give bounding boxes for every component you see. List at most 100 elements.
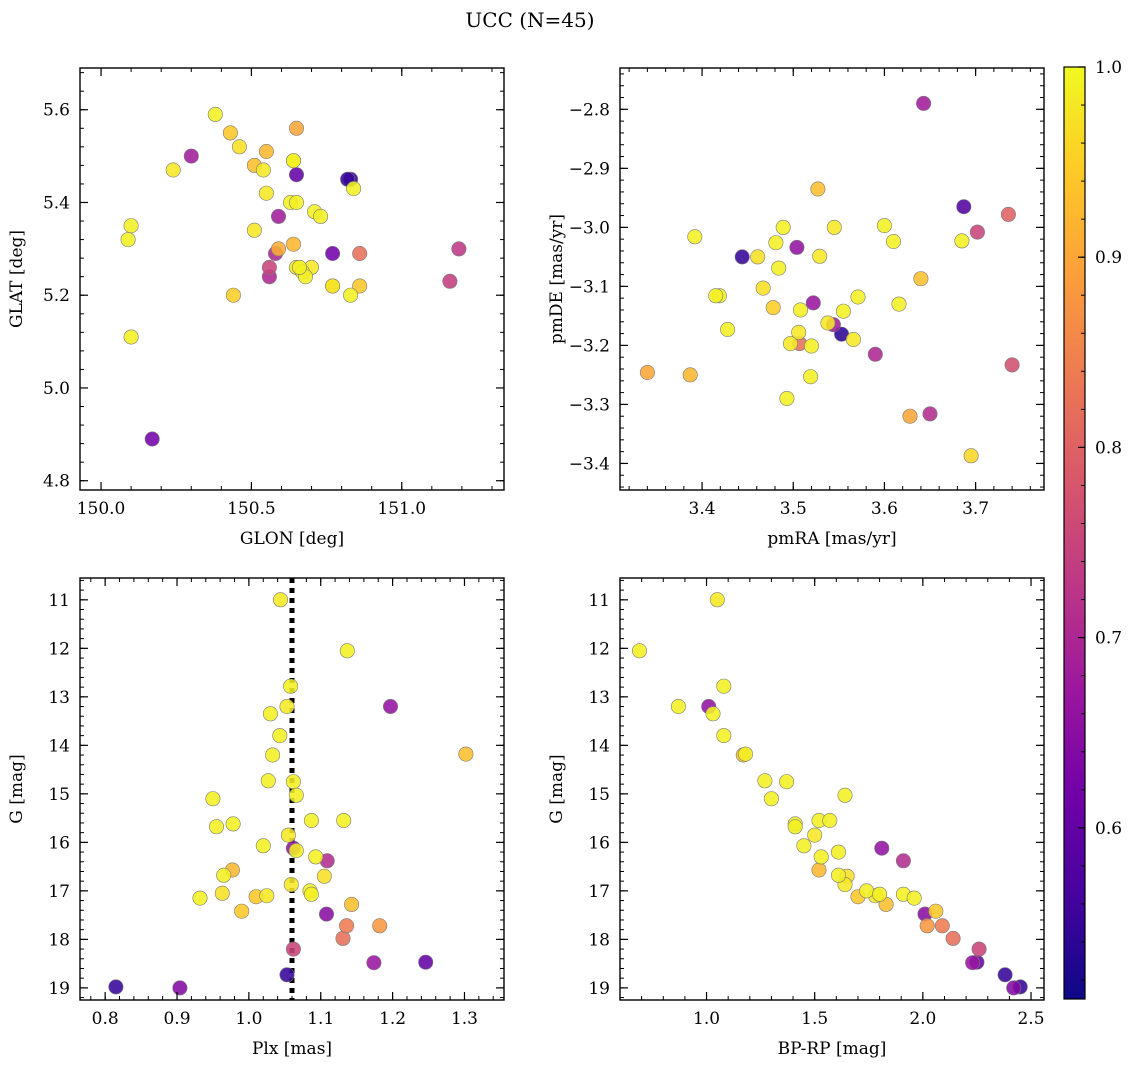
data-point: [709, 592, 725, 608]
data-point: [768, 235, 784, 251]
y-tick-label: 18: [588, 930, 610, 950]
plot-area: [620, 68, 1044, 490]
data-point: [835, 303, 851, 319]
data-point: [418, 954, 434, 970]
data-point: [288, 120, 304, 136]
x-tick-label: 150.5: [227, 499, 276, 519]
y-tick-label: −3.2: [569, 336, 610, 356]
data-point: [343, 287, 359, 303]
data-point: [803, 369, 819, 385]
data-point: [265, 747, 281, 763]
data-point: [207, 106, 223, 122]
data-point: [775, 219, 791, 235]
x-axis-label: BP-RP [mag]: [778, 1039, 887, 1059]
x-tick-label: 1.0: [235, 1009, 262, 1029]
data-point: [258, 144, 274, 160]
data-point: [919, 918, 935, 934]
axes-frame: [619, 67, 1045, 491]
data-point: [288, 195, 304, 211]
data-point: [830, 867, 846, 883]
data-point: [246, 222, 262, 238]
data-point: [285, 153, 301, 169]
x-tick-label: 1.3: [451, 1009, 478, 1029]
data-point: [283, 678, 299, 694]
colorbar-tick-label: 0.7: [1095, 629, 1122, 649]
colorbar-tick-label: 0.6: [1095, 819, 1122, 839]
x-tick-label: 151.0: [377, 499, 426, 519]
data-point: [225, 816, 241, 832]
colorbar-gradient: [1063, 66, 1086, 1000]
data-point: [272, 728, 288, 744]
data-point: [288, 167, 304, 183]
x-tick-label: 2.0: [909, 1009, 936, 1029]
y-tick-label: 5.0: [43, 379, 70, 399]
data-point: [172, 980, 188, 996]
data-point: [285, 774, 301, 790]
data-point: [812, 248, 828, 264]
data-point: [288, 787, 304, 803]
data-point: [837, 787, 853, 803]
data-point: [336, 812, 352, 828]
data-point: [352, 278, 368, 294]
y-tick-label: −3.0: [569, 218, 610, 238]
x-tick-label: 3.6: [871, 499, 898, 519]
data-point: [765, 300, 781, 316]
data-point: [763, 791, 779, 807]
data-point: [325, 278, 341, 294]
data-point: [372, 918, 388, 934]
data-point: [120, 232, 136, 248]
data-point: [830, 844, 846, 860]
data-point: [771, 260, 787, 276]
data-point: [280, 827, 296, 843]
data-point: [382, 698, 398, 714]
data-point: [757, 773, 773, 789]
y-tick-label: −2.9: [569, 159, 610, 179]
y-tick-label: 13: [588, 688, 610, 708]
data-point: [451, 241, 467, 257]
data-point: [716, 728, 732, 744]
data-point: [956, 199, 972, 215]
data-point: [639, 364, 655, 380]
y-tick-label: 18: [48, 930, 70, 950]
y-tick-label: −3.4: [569, 454, 610, 474]
data-point: [192, 890, 208, 906]
y-tick-label: 12: [588, 639, 610, 659]
y-tick-label: 15: [588, 785, 610, 805]
data-point: [234, 903, 250, 919]
data-point: [225, 287, 241, 303]
data-point: [963, 448, 979, 464]
x-axis-label: Plx [mas]: [252, 1039, 332, 1059]
data-point: [346, 181, 362, 197]
data-point: [222, 125, 238, 141]
data-point: [631, 643, 647, 659]
y-tick-label: 12: [48, 639, 70, 659]
data-point: [303, 886, 319, 902]
data-point: [803, 338, 819, 354]
panel-cmd: 1.0 1.5 2.0 2.5 11 12 13 14 15 16 17 18 19 BP-RP [mag…: [547, 577, 1045, 1059]
data-point: [442, 273, 458, 289]
data-point: [845, 331, 861, 347]
data-point: [1000, 206, 1016, 222]
panel-glon-glat: 150.0 150.5 151.0 4.8 5.0 5.2 5.4 5.6 GLON [deg]…: [7, 67, 505, 549]
y-axis-label: GLAT [deg]: [7, 230, 27, 328]
data-point: [734, 249, 750, 265]
y-tick-label: 11: [48, 591, 70, 611]
data-point: [708, 288, 724, 304]
data-point: [270, 208, 286, 224]
data-point: [945, 930, 961, 946]
data-point: [344, 896, 360, 912]
data-point: [705, 706, 721, 722]
data-point: [779, 774, 795, 790]
data-point: [928, 903, 944, 919]
data-point: [318, 906, 334, 922]
data-point: [261, 259, 277, 275]
data-point: [867, 346, 883, 362]
data-point: [687, 229, 703, 245]
data-point: [850, 289, 866, 305]
data-point: [260, 773, 276, 789]
data-point: [789, 239, 805, 255]
y-tick-label: −2.8: [569, 100, 610, 120]
y-axis-label: pmDE [mas/yr]: [547, 214, 567, 344]
data-point: [716, 678, 732, 694]
x-tick-label: 150.0: [77, 499, 126, 519]
